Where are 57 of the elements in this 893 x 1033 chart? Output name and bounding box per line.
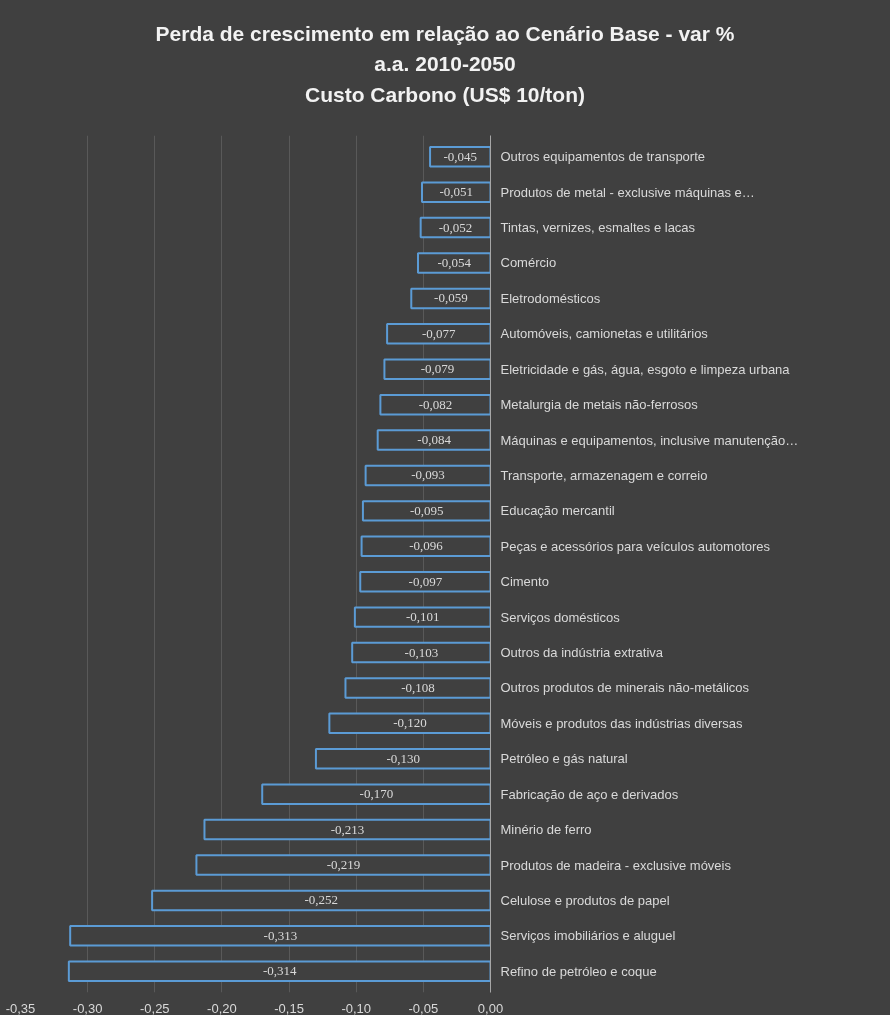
- data-label: -0,084: [417, 432, 452, 448]
- y-tick-label: Automóveis, camionetas e utilitários: [500, 326, 709, 342]
- x-tick-label: 0,00: [477, 1000, 504, 1016]
- data-label: -0,077: [422, 326, 457, 342]
- y-tick-label: Refino de petróleo e coque: [500, 964, 657, 980]
- x-tick-label: -0,15: [274, 1000, 304, 1016]
- y-tick-label: Máquinas e equipamentos, inclusive manutenção…: [500, 432, 799, 448]
- y-tick-label: Produtos de metal - exclusive máquinas e…: [500, 184, 755, 200]
- data-label: -0,093: [411, 467, 445, 483]
- y-tick-label: Minério de ferro: [500, 822, 592, 838]
- y-tick-label: Celulose e produtos de papel: [500, 893, 670, 909]
- chart-title: Perda de crescimento em relação ao Cenário Base - var % a.a. 2010-2050 Custo Carbono (US$ 10/ton): [155, 21, 735, 108]
- y-tick-label: Cimento: [500, 574, 549, 590]
- y-tick-label: Eletricidade e gás, água, esgoto e limpeza urbana: [500, 362, 791, 378]
- y-tick-label: Fabricação de aço e derivados: [500, 787, 679, 802]
- data-label: -0,130: [386, 751, 421, 767]
- y-tick-label: Móveis e produtos das indústrias diversas: [500, 716, 744, 732]
- data-label: -0,120: [393, 715, 427, 731]
- data-label: -0,082: [418, 396, 453, 412]
- data-label: -0,045: [443, 149, 478, 165]
- x-tick-label: -0,35: [5, 1000, 36, 1016]
- y-tick-label: Petróleo e gás natural: [500, 751, 628, 767]
- data-label: -0,213: [330, 821, 365, 837]
- y-tick-label: Metalurgia de metais não-ferrosos: [500, 397, 699, 413]
- data-label: -0,095: [409, 503, 444, 519]
- data-label: -0,108: [401, 680, 435, 696]
- y-tick-label: Serviços imobiliários e aluguel: [500, 928, 676, 944]
- data-label: -0,051: [439, 184, 474, 200]
- y-tick-label: Transporte, armazenagem e correio: [500, 468, 708, 484]
- y-tick-label: Outros produtos de minerais não-metálicos: [500, 680, 750, 696]
- x-tick-label: -0,05: [408, 1000, 439, 1016]
- y-tick-label: Peças e acessórios para veículos automotores: [500, 539, 771, 555]
- data-label: -0,101: [405, 609, 440, 625]
- data-label: -0,219: [326, 857, 361, 873]
- y-tick-label: Outros da indústria extrativa: [500, 645, 664, 661]
- data-label: -0,052: [438, 219, 473, 235]
- y-tick-label: Eletrodomésticos: [500, 291, 601, 307]
- data-label: -0,059: [434, 290, 468, 306]
- data-label: -0,079: [420, 361, 455, 377]
- x-tick-label: -0,25: [139, 1000, 170, 1016]
- data-label: -0,170: [359, 786, 394, 802]
- y-tick-label: Tintas, vernizes, esmaltes e lacas: [500, 220, 696, 236]
- data-label: -0,252: [304, 892, 339, 908]
- data-label: -0,096: [409, 538, 444, 554]
- data-label: -0,097: [408, 574, 443, 590]
- data-label: -0,313: [263, 928, 298, 944]
- y-tick-label: Outros equipamentos de transporte: [500, 149, 706, 165]
- y-tick-label: Educação mercantil: [500, 503, 615, 519]
- data-label: -0,103: [404, 644, 439, 660]
- data-label: -0,314: [262, 963, 297, 979]
- x-tick-label: -0,10: [341, 1000, 372, 1016]
- y-tick-label: Produtos de madeira - exclusive móveis: [500, 857, 732, 873]
- y-tick-label: Comércio: [500, 255, 557, 271]
- x-tick-label: -0,20: [207, 1000, 237, 1016]
- data-label: -0,054: [437, 255, 472, 271]
- x-tick-label: -0,30: [72, 1000, 103, 1016]
- y-tick-label: Serviços domésticos: [500, 609, 621, 625]
